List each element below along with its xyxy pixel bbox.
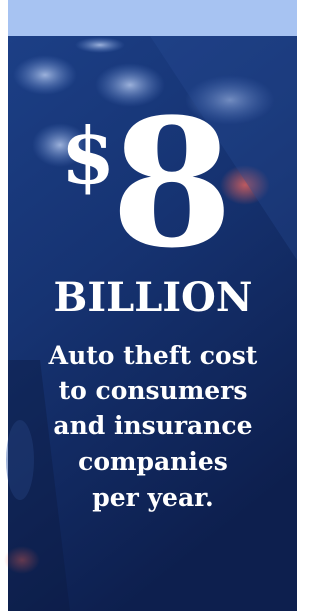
top-band [8, 0, 297, 36]
headline-unit: BILLION [54, 274, 253, 321]
caption-line: companies [78, 447, 228, 476]
page: {"headline": {"symbol": "$", "number": "… [0, 0, 297, 611]
poster: $ 8 BILLION Auto theft cost to consumers a… [0, 0, 297, 611]
headline-number: 8 [111, 80, 233, 287]
caption-line: to consumers [59, 376, 248, 405]
caption-line: per year. [92, 483, 213, 512]
caption-line: and insurance [53, 411, 252, 440]
caption-line: Auto theft cost [48, 341, 258, 370]
currency-symbol: $ [61, 111, 115, 202]
